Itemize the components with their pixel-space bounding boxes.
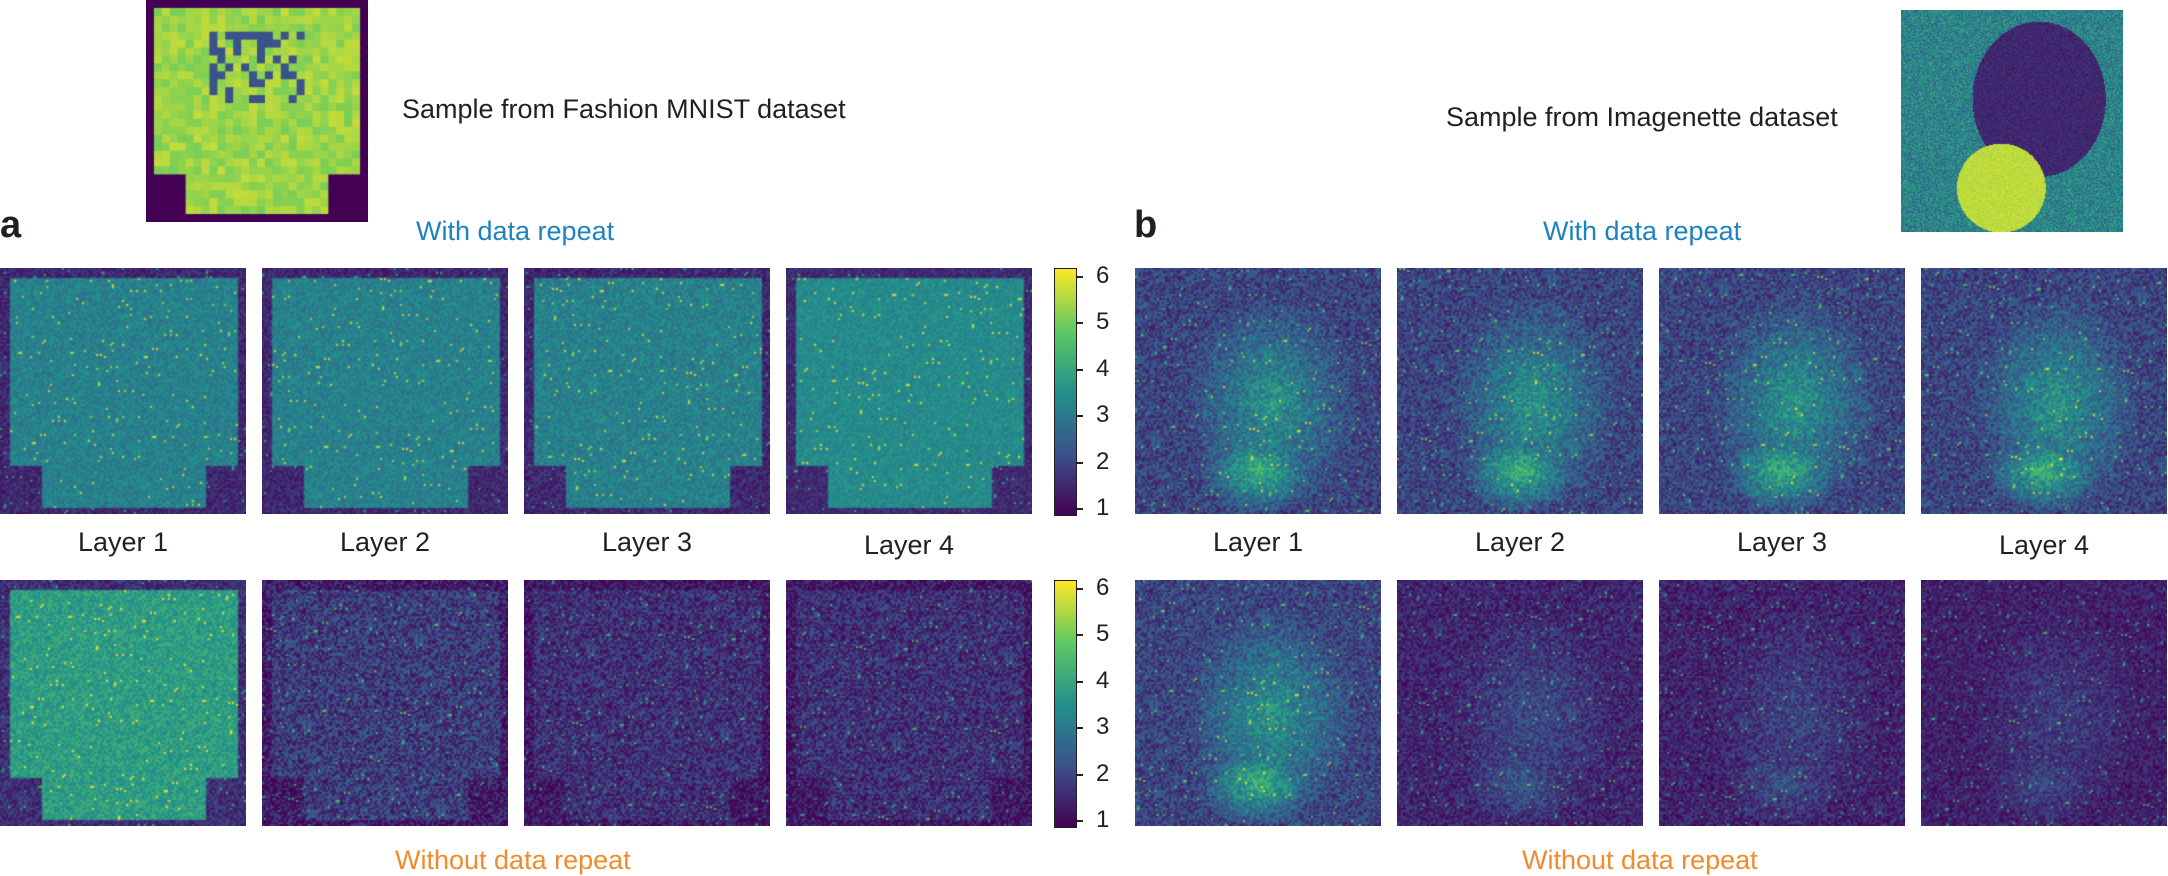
fashion-mnist-sample-image: [146, 0, 368, 222]
panel-b-with-repeat-layer-2-map: [1397, 268, 1643, 514]
panel-a-layer-2-label: Layer 2: [339, 527, 431, 557]
panel-a-with-repeat-layer-3-map: [524, 268, 770, 514]
panel-a-layer-1-label: Layer 1: [77, 527, 169, 557]
colorbar-bottom-tick: 5: [1096, 620, 1110, 647]
panel-a-without-repeat-layer-2-map: [262, 580, 508, 826]
panel-b-layer-2-label: Layer 2: [1474, 527, 1566, 557]
imagenette-sample-image: [1901, 10, 2123, 232]
panel-a-layer-3-label: Layer 3: [601, 527, 693, 557]
panel-b-without-repeat-layer-1-map: [1135, 580, 1381, 826]
panel-b-layer-3-label: Layer 3: [1736, 527, 1828, 557]
panel-b-label: b: [1134, 204, 1158, 246]
panel-b-without-repeat-layer-3-map: [1659, 580, 1905, 826]
panel-a-layer-4-label: Layer 4: [863, 530, 955, 560]
panel-a-with-repeat-layer-2-map: [262, 268, 508, 514]
panel-b-layer-4-label: Layer 4: [1998, 530, 2090, 560]
colorbar-top-tick: 3: [1096, 401, 1110, 428]
colorbar-top: [1054, 268, 1077, 516]
panel-b-layer-1-label: Layer 1: [1212, 527, 1304, 557]
panel-b-without-repeat-layer-4-map: [1921, 580, 2167, 826]
panel-b-with-repeat-layer-3-map: [1659, 268, 1905, 514]
panel-b-without-repeat-layer-2-map: [1397, 580, 1643, 826]
colorbar-top-tick: 5: [1096, 308, 1110, 335]
panel-a-label: a: [0, 204, 22, 246]
colorbar-bottom-tick: 6: [1096, 574, 1110, 601]
colorbar-top-tick: 1: [1096, 494, 1110, 521]
panel-a-with-repeat-title: With data repeat: [416, 216, 615, 246]
colorbar-top-tick: 6: [1096, 262, 1110, 289]
colorbar-bottom-tick: 2: [1096, 760, 1110, 787]
colorbar-bottom-tick: 1: [1096, 806, 1110, 833]
colorbar-bottom: [1054, 580, 1077, 828]
panel-b-with-repeat-layer-1-map: [1135, 268, 1381, 514]
imagenette-sample-caption: Sample from Imagenette dataset: [1446, 102, 1838, 132]
panel-a-without-repeat-layer-4-map: [786, 580, 1032, 826]
panel-b-with-repeat-layer-4-map: [1921, 268, 2167, 514]
colorbar-top-tick: 2: [1096, 448, 1110, 475]
panel-a-without-repeat-layer-3-map: [524, 580, 770, 826]
colorbar-top-tick: 4: [1096, 355, 1110, 382]
panel-a-with-repeat-layer-4-map: [786, 268, 1032, 514]
colorbar-bottom-tick: 3: [1096, 713, 1110, 740]
panel-a-without-repeat-layer-1-map: [0, 580, 246, 826]
colorbar-bottom-tick: 4: [1096, 667, 1110, 694]
panel-b-with-repeat-title: With data repeat: [1543, 216, 1742, 246]
panel-a-with-repeat-layer-1-map: [0, 268, 246, 514]
panel-b-without-repeat-title: Without data repeat: [1522, 845, 1758, 875]
panel-a-without-repeat-title: Without data repeat: [395, 845, 631, 875]
fashion-mnist-sample-caption: Sample from Fashion MNIST dataset: [402, 94, 846, 124]
